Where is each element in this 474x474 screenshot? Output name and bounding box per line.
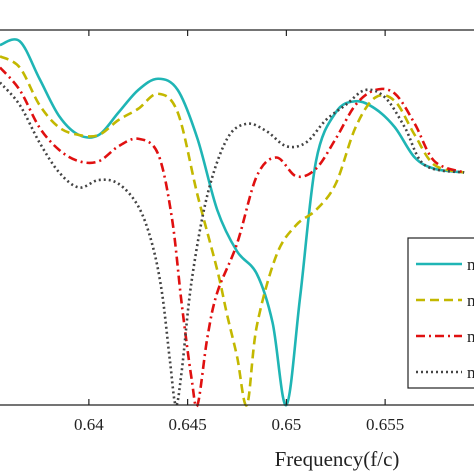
series-line-2 [0,55,465,407]
axis-frame [0,29,474,406]
x-tick-label: 0.655 [366,415,404,434]
series-line-3 [0,66,465,408]
legend-label-4: m [467,363,474,382]
series-line-4 [0,81,465,407]
x-tick-label: 0.645 [169,415,207,434]
legend-label-3: m [467,327,474,346]
x-tick-label: 0.65 [272,415,302,434]
axis-layer: 0.64 0.645 0.65 0.655 [0,29,474,434]
legend-box [407,237,474,389]
x-tick-label: 0.64 [74,415,104,434]
x-axis-title: Frequency(f/c) [275,447,400,471]
legend-label-2: m [467,291,474,310]
legend-label-1: m [467,255,474,274]
series-layer [0,38,465,408]
